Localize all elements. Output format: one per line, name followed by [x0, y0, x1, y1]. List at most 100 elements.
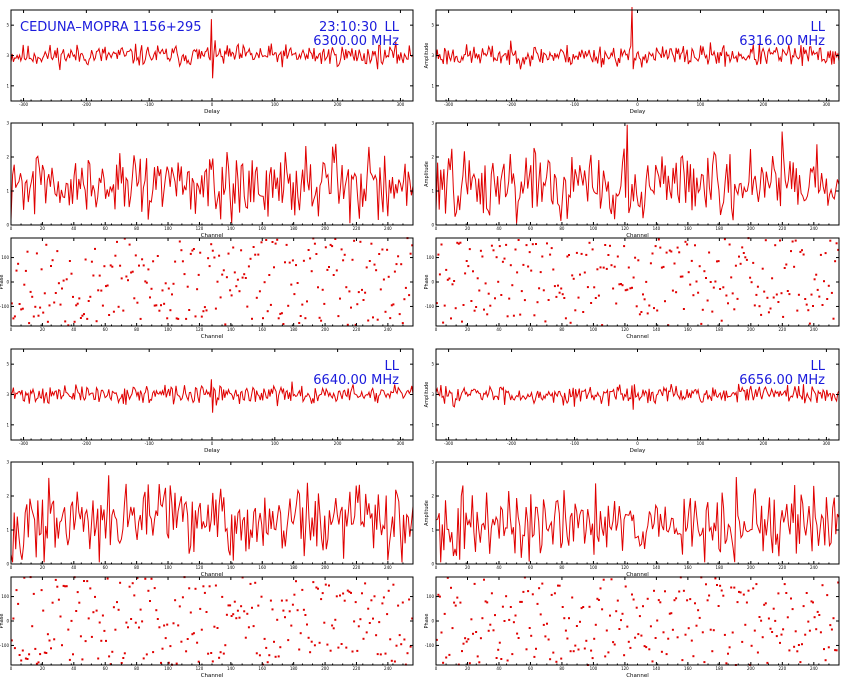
phase-point	[54, 292, 57, 294]
phase-point	[705, 583, 707, 586]
phase-point	[106, 577, 109, 580]
phase-point	[386, 248, 389, 251]
phase-point	[618, 283, 621, 286]
phase-point	[100, 639, 103, 642]
x-tick-label: 120	[196, 327, 204, 332]
x-tick-label: -300	[444, 102, 454, 107]
phase-point	[335, 269, 338, 272]
phase-point	[638, 615, 641, 618]
phase-point	[826, 298, 829, 300]
phase-point	[323, 621, 326, 624]
phase-point	[440, 243, 443, 246]
phase-point	[766, 296, 769, 299]
phase-point	[512, 621, 515, 624]
phase-point	[623, 245, 626, 248]
phase-point	[572, 277, 575, 280]
phase-point	[351, 258, 354, 261]
phase-point	[185, 650, 188, 653]
phase-point	[50, 265, 52, 267]
phase-point	[83, 313, 85, 316]
phase-point	[172, 622, 175, 625]
phase-point	[219, 296, 222, 299]
phase-point	[615, 610, 618, 613]
phase-point	[177, 624, 180, 627]
phase-point	[599, 266, 602, 269]
phase-point	[785, 592, 788, 594]
phase-point	[697, 609, 700, 612]
phase-point	[378, 253, 381, 255]
panel-phase-0-0: 0 20 40 60 80 100 120 140 160 180 200 220 240 -100 0 10…	[0, 237, 414, 340]
phase-point	[467, 638, 470, 641]
phase-point	[731, 631, 734, 634]
x-tick-label: 100	[590, 226, 598, 231]
phase-point	[775, 293, 778, 296]
phase-point	[136, 576, 139, 579]
x-tick-label: 80	[559, 226, 565, 231]
phase-point	[291, 259, 294, 262]
x-tick-label: -300	[19, 441, 29, 446]
phase-point	[764, 239, 767, 242]
phase-point	[701, 308, 704, 311]
phase-point	[381, 602, 384, 605]
phase-point	[462, 304, 465, 306]
phase-point	[232, 613, 235, 616]
phase-point	[28, 322, 31, 325]
x-tick-label: 120	[196, 226, 204, 231]
phase-point	[505, 243, 508, 246]
phase-point	[557, 584, 559, 587]
phase-point	[574, 644, 577, 647]
y-tick-label: 3	[431, 53, 434, 58]
phase-point	[307, 249, 310, 251]
phase-point	[580, 607, 583, 610]
x-tick-label: 100	[590, 666, 598, 671]
phase-point	[613, 643, 616, 646]
phase-point	[40, 589, 43, 592]
phase-point	[673, 262, 676, 265]
phase-point	[601, 324, 604, 327]
phase-point	[221, 595, 224, 598]
phase-point	[356, 649, 359, 652]
panel-channel-0-0: 0 20 40 60 80 100 120 140 160 180 200 220 240 0 1 2 3 Cha…	[6, 121, 414, 239]
phase-point	[45, 243, 48, 246]
phase-point	[362, 299, 365, 301]
phase-point	[832, 317, 835, 320]
phase-point	[409, 252, 412, 255]
phase-point	[211, 660, 214, 663]
phase-point	[602, 266, 605, 269]
plot-frame	[435, 576, 840, 666]
phase-point	[763, 603, 766, 606]
phase-point	[219, 651, 222, 654]
phase-point	[694, 244, 696, 247]
x-tick-label: 40	[71, 666, 77, 671]
x-tick-label: 20	[40, 565, 46, 570]
phase-point	[180, 249, 183, 252]
phase-point	[631, 286, 633, 289]
phase-point	[555, 660, 558, 663]
phase-point	[411, 244, 414, 247]
phase-point	[435, 638, 438, 641]
phase-point	[21, 649, 24, 652]
phase-point	[65, 585, 68, 588]
phase-point	[279, 646, 282, 649]
phase-point	[797, 644, 800, 646]
panel-phase-1-0: 0 20 40 60 80 100 120 140 160 180 200 220 240 -100 0 10…	[0, 576, 414, 679]
phase-point	[101, 304, 104, 307]
phase-point	[282, 609, 285, 612]
phase-point	[155, 304, 158, 307]
phase-point	[790, 597, 792, 600]
phase-point	[109, 264, 112, 267]
phase-point	[57, 598, 60, 601]
phase-point	[797, 293, 800, 296]
phase-point	[390, 304, 393, 307]
phase-point	[163, 302, 166, 305]
phase-point	[180, 640, 183, 643]
phase-point	[472, 270, 474, 273]
x-tick-label: 100	[590, 565, 598, 570]
phase-point	[446, 278, 449, 281]
x-tick-label: 40	[496, 565, 502, 570]
phase-point	[249, 257, 252, 260]
phase-point	[112, 310, 115, 313]
phase-point	[222, 269, 225, 272]
y-tick-label: 3	[6, 53, 9, 58]
phase-point	[752, 587, 755, 590]
